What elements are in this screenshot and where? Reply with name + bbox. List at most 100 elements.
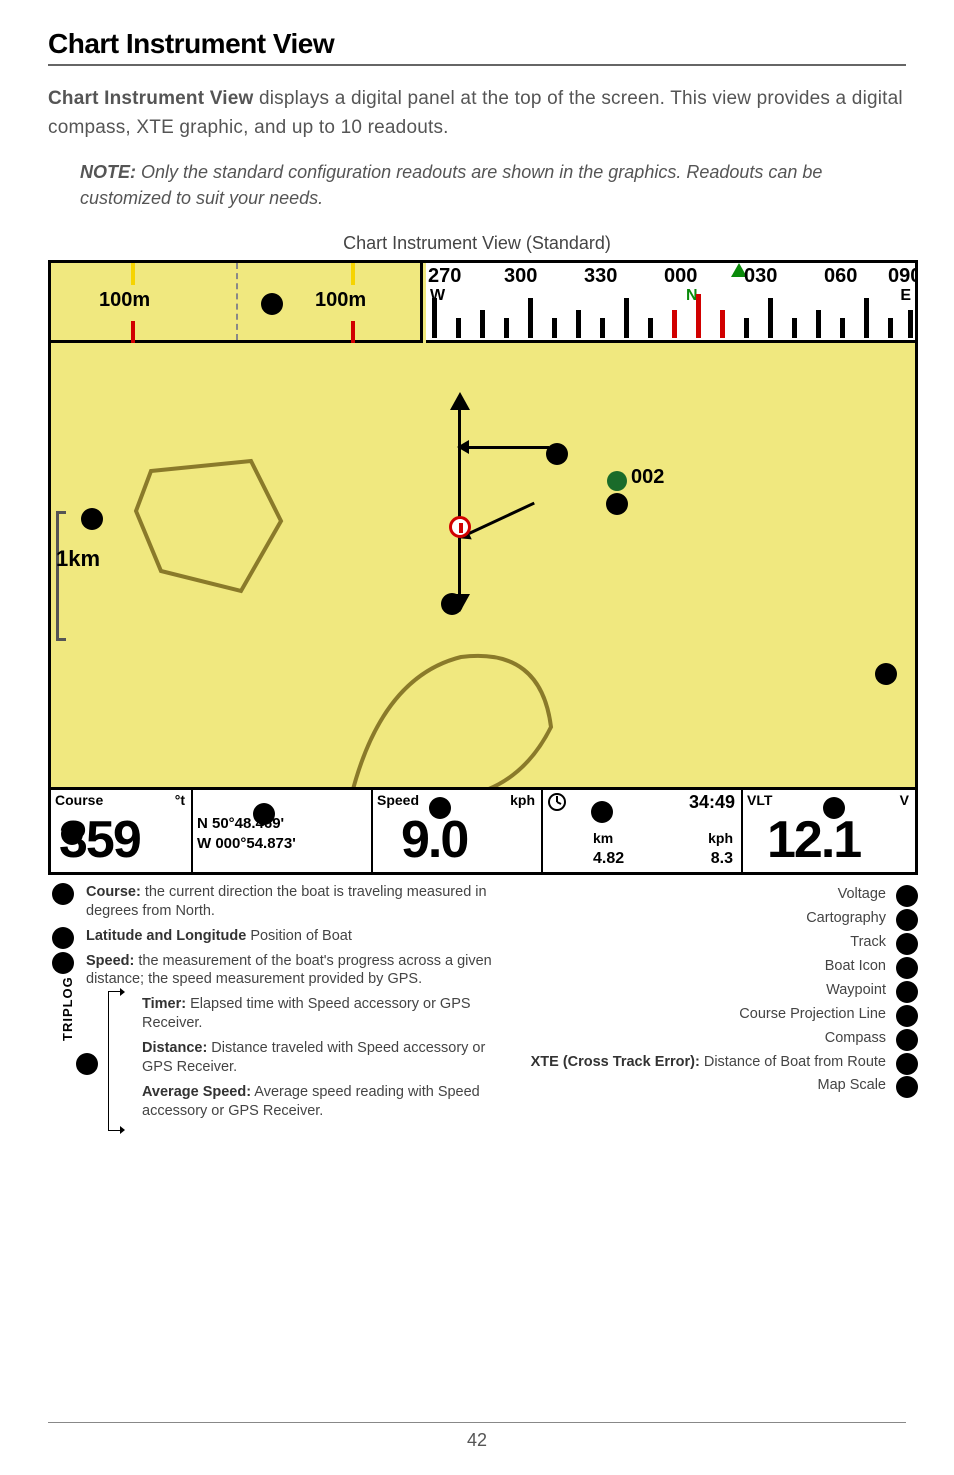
map-scale-bracket [56, 511, 66, 641]
callout-dot [52, 952, 74, 974]
anno-right-text: Voltage [838, 886, 886, 902]
waypoint-icon [607, 471, 627, 491]
clock-icon [547, 792, 567, 817]
anno-right-text: Track [850, 934, 886, 950]
speed-header: Speed [377, 792, 419, 808]
anno-course: Course: the current direction the boat i… [86, 883, 516, 921]
compass-value: 000 [664, 265, 697, 288]
xte-tick [351, 263, 355, 285]
compass-value: 270 [428, 265, 461, 288]
heading-rule [48, 64, 906, 66]
callout-dot [823, 797, 845, 819]
anno-avg: Average Speed: Average speed reading wit… [142, 1083, 516, 1121]
compass-panel: W E N 270 300 330 000 030 060 090 [426, 263, 915, 343]
xte-panel: 100m 100m [51, 263, 423, 343]
compass-tick [908, 310, 913, 338]
triplog-label: TRIPLOG [60, 976, 75, 1041]
callout-dot [61, 823, 83, 845]
triplog-kph-label: kph [708, 830, 733, 846]
compass-tick [552, 318, 557, 338]
anno-speed-text: the measurement of the boat's progress a… [86, 953, 492, 988]
right-annotations: VoltageCartographyTrackBoat IconWaypoint… [531, 883, 918, 1098]
anno-timer-text: Elapsed time with Speed accessory or GPS… [142, 996, 471, 1031]
xte-tick [131, 263, 135, 285]
compass-tick [768, 298, 773, 338]
compass-tick [864, 298, 869, 338]
compass-value: 030 [744, 265, 777, 288]
anno-right-row: Compass [531, 1027, 918, 1051]
callout-dot [76, 1053, 98, 1075]
compass-value: 090 [888, 265, 915, 288]
compass-tick [432, 298, 437, 338]
xte-right-label: 100m [315, 289, 366, 312]
anno-right-row: Track [531, 931, 918, 955]
longitude-value: W 000°54.873' [197, 834, 296, 854]
chart-map: 002 1km [51, 346, 915, 787]
anno-right-row: Voltage [531, 883, 918, 907]
compass-tick [672, 310, 677, 338]
anno-distance-label: Distance: [142, 1040, 207, 1056]
compass-tick [792, 318, 797, 338]
intro-bold: Chart Instrument View [48, 88, 254, 109]
anno-speed-label: Speed: [86, 953, 134, 969]
vlt-header: VLT [747, 792, 772, 808]
triplog-km-value: 4.82 [593, 850, 624, 868]
anno-right-text: Course Projection Line [739, 1006, 886, 1022]
compass-tick [528, 298, 533, 338]
compass-tick [648, 318, 653, 338]
triplog-km-label: km [593, 830, 613, 846]
callout-dot [896, 1053, 918, 1075]
xte-center-line [236, 263, 238, 340]
xte-tick [351, 321, 355, 343]
anno-right-row: XTE (Cross Track Error): Distance of Boa… [531, 1051, 918, 1075]
annotation-area: Course: the current direction the boat i… [48, 883, 918, 1143]
page-number: 42 [0, 1430, 954, 1451]
xte-tick [131, 321, 135, 343]
anno-timer-label: Timer: [142, 996, 186, 1012]
speed-value: 9.0 [401, 810, 467, 870]
anno-speed: Speed: the measurement of the boat's pro… [86, 952, 516, 990]
position-values: N 50°48.469' W 000°54.873' [197, 814, 296, 853]
anno-timer: Timer: Elapsed time with Speed accessory… [142, 995, 516, 1033]
data-bar: Course °t 359 N 50°48.469' W 000°54.873'… [51, 787, 915, 872]
compass-tick [504, 318, 509, 338]
chart-instrument-screenshot: 100m 100m W E N 270 300 330 000 030 060 … [48, 260, 918, 875]
anno-right-row: Course Projection Line [531, 1003, 918, 1027]
vlt-unit: V [900, 792, 909, 808]
anno-course-label: Course: [86, 884, 141, 900]
track-line [458, 538, 461, 598]
course-header: Course [55, 792, 103, 808]
latitude-value: N 50°48.469' [197, 814, 296, 834]
triplog-kph-value: 8.3 [711, 850, 733, 868]
compass-tick [816, 310, 821, 338]
course-unit: °t [175, 792, 185, 808]
callout-dot [896, 909, 918, 931]
figure-caption: Chart Instrument View (Standard) [48, 233, 906, 254]
xte-indicator-dot [261, 293, 283, 315]
page-heading: Chart Instrument View [48, 28, 906, 60]
triplog-annotations: Timer: Elapsed time with Speed accessory… [142, 995, 516, 1120]
left-annotations: Course: the current direction the boat i… [86, 883, 516, 1126]
compass-tick [576, 310, 581, 338]
compass-tick [720, 310, 725, 338]
anno-right-row: Map Scale [531, 1074, 918, 1098]
callout-dot [591, 801, 613, 823]
callout-dot [81, 508, 103, 530]
anno-right-text: Waypoint [826, 982, 886, 998]
anno-latlon: Latitude and Longitude Position of Boat [86, 927, 516, 946]
anno-right-text: Map Scale [817, 1077, 886, 1093]
note-paragraph: NOTE: Only the standard configuration re… [80, 159, 894, 211]
compass-tick [840, 318, 845, 338]
compass-value: 330 [584, 265, 617, 288]
compass-tick [744, 318, 749, 338]
map-scale-label: 1km [56, 546, 100, 572]
intro-paragraph: Chart Instrument View displays a digital… [48, 84, 906, 143]
callout-dot [606, 493, 628, 515]
anno-right-text: Distance of Boat from Route [704, 1054, 886, 1070]
anno-right-row: Waypoint [531, 979, 918, 1003]
callout-dot [896, 1029, 918, 1051]
anno-avg-label: Average Speed: [142, 1084, 251, 1100]
course-projection-line [458, 406, 461, 518]
boat-icon [449, 516, 471, 538]
callout-dot [896, 957, 918, 979]
